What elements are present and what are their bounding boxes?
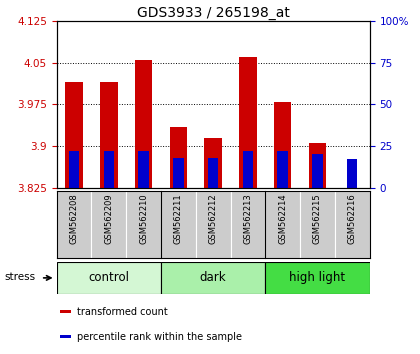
Bar xyxy=(312,154,323,188)
Text: GSM562211: GSM562211 xyxy=(174,193,183,244)
Text: GSM562213: GSM562213 xyxy=(244,193,252,244)
Text: GSM562212: GSM562212 xyxy=(209,193,218,244)
Bar xyxy=(100,82,118,188)
Bar xyxy=(57,191,92,258)
Text: GSM562209: GSM562209 xyxy=(104,193,113,244)
Bar xyxy=(243,151,253,188)
Text: stress: stress xyxy=(5,272,36,282)
Bar xyxy=(300,191,335,258)
Bar xyxy=(278,151,288,188)
Bar xyxy=(69,151,79,188)
Text: dark: dark xyxy=(200,272,226,284)
Title: GDS3933 / 265198_at: GDS3933 / 265198_at xyxy=(137,6,289,20)
Bar xyxy=(135,60,152,188)
Bar xyxy=(173,158,184,188)
Bar xyxy=(57,262,161,294)
Bar xyxy=(66,82,83,188)
Bar xyxy=(60,335,71,338)
Text: GSM562208: GSM562208 xyxy=(70,193,79,244)
Bar xyxy=(208,158,218,188)
Text: GSM562216: GSM562216 xyxy=(348,193,357,244)
Bar xyxy=(335,191,370,258)
Bar xyxy=(170,127,187,188)
Bar xyxy=(126,191,161,258)
Bar xyxy=(161,191,196,258)
Bar xyxy=(239,57,257,188)
Text: transformed count: transformed count xyxy=(77,307,168,317)
Bar xyxy=(274,102,291,188)
Text: GSM562210: GSM562210 xyxy=(139,193,148,244)
Text: GSM562214: GSM562214 xyxy=(278,193,287,244)
Bar xyxy=(92,191,126,258)
Bar xyxy=(265,262,370,294)
Bar xyxy=(60,310,71,313)
Text: percentile rank within the sample: percentile rank within the sample xyxy=(77,332,242,342)
Bar xyxy=(161,262,265,294)
Bar xyxy=(196,191,231,258)
Text: GSM562215: GSM562215 xyxy=(313,193,322,244)
Text: control: control xyxy=(88,272,129,284)
Bar xyxy=(265,191,300,258)
Bar xyxy=(309,143,326,188)
Text: high light: high light xyxy=(289,272,346,284)
Bar xyxy=(347,159,357,188)
Bar xyxy=(104,151,114,188)
Bar xyxy=(205,138,222,188)
Bar xyxy=(139,151,149,188)
Bar xyxy=(231,191,265,258)
